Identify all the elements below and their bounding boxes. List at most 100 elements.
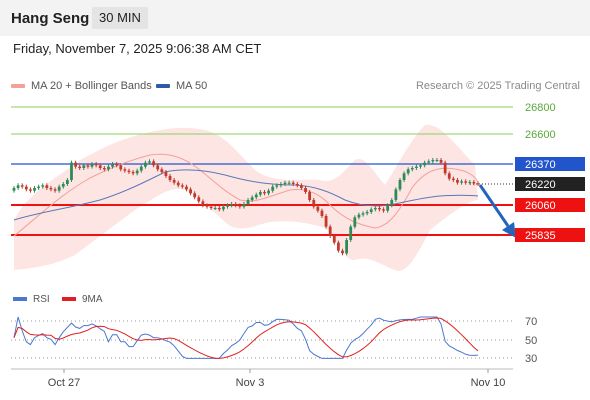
price-label-26370: 26370 <box>525 159 556 171</box>
candle-body <box>308 191 312 200</box>
candle-body <box>353 217 357 227</box>
candle-body <box>476 183 480 185</box>
candle-body <box>254 194 258 198</box>
candle-body <box>406 169 410 174</box>
candle-body <box>386 205 390 211</box>
candle-body <box>464 181 468 183</box>
last-price-box <box>515 177 585 191</box>
candle-body <box>189 189 192 194</box>
candle-body <box>29 189 32 191</box>
candle-body <box>160 169 164 173</box>
candle-body <box>456 180 459 183</box>
candle-body <box>61 184 65 187</box>
candle-body <box>427 161 431 163</box>
candle-body <box>275 185 279 187</box>
price-label-26060: 26060 <box>525 200 556 212</box>
ma20-swatch-icon <box>11 84 25 89</box>
instrument-title: Hang Seng <box>11 10 90 27</box>
candle-body <box>164 172 168 177</box>
timeframe-selector[interactable]: 30 MIN <box>92 7 148 29</box>
candle-body <box>283 182 287 184</box>
x-tick-label: Nov 10 <box>471 377 506 389</box>
candle-body <box>238 205 242 207</box>
candle-body <box>287 182 291 184</box>
candle-body <box>49 187 53 190</box>
candlesticks <box>12 158 480 256</box>
candle-body <box>82 165 86 169</box>
candle-body <box>373 207 377 210</box>
candle-body <box>341 250 344 254</box>
candle-body <box>98 165 102 169</box>
forecast-arrow-icon <box>478 184 516 238</box>
candle-body <box>90 164 94 167</box>
candle-body <box>94 164 98 166</box>
candle-body <box>111 164 114 167</box>
candle-body <box>410 168 414 170</box>
candle-body <box>357 214 361 218</box>
rsi-swatch-icon <box>13 297 27 301</box>
candle-body <box>180 185 184 187</box>
candle-body <box>345 239 349 254</box>
candle-body <box>419 165 422 167</box>
ma50-swatch-icon <box>156 84 170 89</box>
candle-body <box>152 161 156 166</box>
candle-body <box>246 199 250 204</box>
candle-body <box>263 191 266 194</box>
rsi-level-label-30: 30 <box>525 353 537 365</box>
price-box-25835 <box>515 228 585 242</box>
candle-body <box>402 173 406 181</box>
candle-body <box>20 185 24 187</box>
price-label-26220: 26220 <box>525 179 556 191</box>
candle-body <box>201 201 205 206</box>
candle-body <box>443 162 447 174</box>
candle-body <box>398 180 402 190</box>
candle-body <box>439 160 443 163</box>
candle-body <box>65 180 69 184</box>
forecast-arrow-head <box>502 222 516 238</box>
rsi-ma-line <box>13 317 479 359</box>
candle-body <box>472 182 476 184</box>
bollinger-band <box>14 124 478 271</box>
candle-body <box>176 182 180 186</box>
candle-body <box>24 186 28 190</box>
candle-body <box>107 166 110 170</box>
x-tick-label: Nov 3 <box>236 377 265 389</box>
candle-body <box>304 187 307 192</box>
rsi-line <box>13 316 479 359</box>
candle-body <box>78 166 82 169</box>
price-level-lines <box>11 106 513 236</box>
candle-body <box>328 226 332 236</box>
candle-body <box>271 186 275 191</box>
candle-body <box>431 160 435 162</box>
candle-body <box>148 161 151 163</box>
timestamp: Friday, November 7, 2025 9:06:38 AM CET <box>13 41 262 56</box>
candle-body <box>135 170 139 174</box>
candle-body <box>185 186 188 190</box>
price-box-26060 <box>515 198 585 212</box>
candle-body <box>41 185 45 187</box>
candle-body <box>258 191 262 195</box>
candle-body <box>222 206 225 210</box>
candle-body <box>193 193 197 198</box>
candle-body <box>415 166 418 169</box>
candle-body <box>242 203 246 207</box>
candle-body <box>390 199 394 206</box>
candle-body <box>156 165 160 170</box>
candle-body <box>267 190 270 194</box>
rsi-panel: 70 50 30 RSI 9MA <box>11 294 537 365</box>
rsi-level-label-50: 50 <box>525 335 537 347</box>
candle-body <box>37 186 41 188</box>
candle-body <box>115 164 119 166</box>
candle-body <box>209 206 213 208</box>
legend-ma20: MA 20 + Bollinger Bands <box>11 80 152 92</box>
candle-body <box>226 205 229 207</box>
candle-body <box>119 165 123 170</box>
rsi-ma-legend-label: 9MA <box>82 294 103 305</box>
candle-body <box>172 180 176 183</box>
candle-body <box>234 203 238 206</box>
candle-body <box>102 168 106 170</box>
candle-body <box>423 162 427 166</box>
candle-body <box>378 207 381 210</box>
candle-body <box>320 210 324 216</box>
